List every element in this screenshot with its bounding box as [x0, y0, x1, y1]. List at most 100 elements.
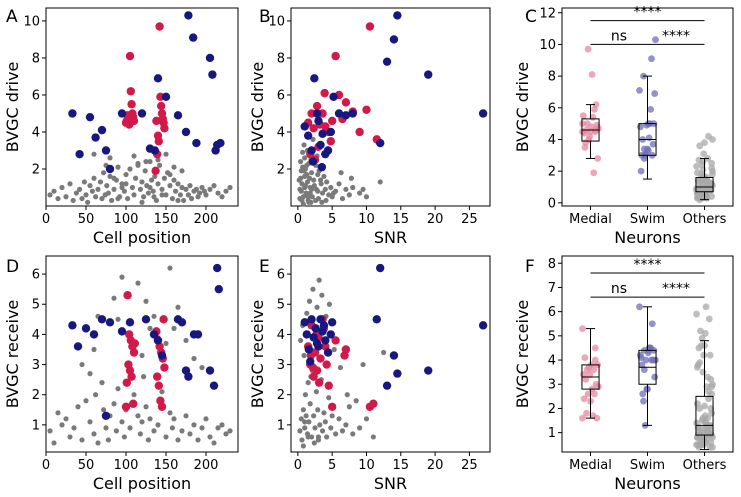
panel-a-point-others [187, 183, 193, 189]
panel-a-letter: A [6, 7, 18, 27]
panel-d-xtick-label: 50 [78, 458, 95, 473]
panel-d-point-others [191, 355, 197, 362]
panel-a-point-others [139, 199, 145, 205]
panel-b-point-others [348, 175, 354, 181]
panel-c-point-others [701, 139, 708, 147]
panel-e-ytick-label: 6 [277, 268, 285, 283]
panel-b-point-medial [309, 124, 318, 133]
panel-a-point-others [63, 194, 69, 200]
panel-a-point-others [163, 192, 169, 198]
panel-d-frame [45, 255, 239, 453]
panel-a-point-others [70, 197, 76, 204]
panel-a-point-others [141, 194, 147, 200]
panel-e-point-others [343, 422, 349, 428]
panel-f-point-others [701, 402, 708, 410]
panel-c-ytick-label: 12 [539, 6, 556, 21]
panel-c-ytick-label: 2 [548, 165, 556, 180]
panel-e-point-others [353, 398, 359, 404]
panel-e-xtick-label: 25 [461, 458, 478, 473]
panel-b-point-others [308, 170, 315, 176]
panel-b-point-others [302, 155, 308, 161]
panel-a-point-others [179, 184, 185, 191]
panel-b-point-others [330, 190, 337, 196]
panel-a-point-others [59, 184, 65, 191]
panel-d-ytick-label: 3 [32, 358, 40, 373]
panel-b-point-others [307, 190, 313, 196]
panel-a-point-others [83, 192, 89, 198]
panel-a-point-others [91, 151, 97, 157]
panel-b-frame [290, 7, 491, 207]
panel-d-point-swim [214, 284, 223, 294]
panel-d-point-others [163, 434, 169, 440]
panel-b-point-others [300, 149, 306, 155]
panel-c-point-swim [643, 121, 651, 129]
panel-c-point-medial [594, 155, 602, 162]
panel-b-point-medial [362, 105, 371, 114]
panel-e-point-others [304, 310, 310, 316]
panel-a-point-others [152, 173, 158, 179]
panel-e-xtick-label: 5 [328, 458, 336, 473]
panel-a-point-others [129, 184, 135, 191]
panel-e-point-others [303, 413, 309, 419]
panel-b-xtick-label: 5 [328, 212, 336, 227]
panel-d-xtick-label: 100 [114, 458, 139, 473]
panel-f-point-others [696, 434, 704, 441]
panel-d-point-others [147, 416, 153, 422]
panel-b-point-others [324, 179, 330, 185]
panel-c-point-medial [591, 105, 598, 113]
panel-d-point-others [183, 413, 189, 419]
panel-c-point-swim [647, 105, 655, 113]
panel-c-point-swim [645, 134, 653, 142]
panel-d-point-others [115, 316, 121, 322]
panel-f-point-swim [648, 320, 656, 328]
panel-d-point-others [175, 304, 181, 310]
panel-c-point-swim [636, 86, 643, 94]
panel-a-point-others [159, 192, 165, 198]
panel-d-point-others [145, 437, 151, 443]
panel-e-point-others [311, 440, 317, 446]
panel-d-ytick-label: 1 [32, 418, 40, 433]
panel-a-point-medial [121, 118, 131, 127]
panel-d-point-others [199, 425, 205, 431]
panel-d-point-others [139, 419, 145, 425]
panel-a-point-swim [105, 164, 115, 174]
panel-b-ytick-label: 2 [277, 162, 285, 177]
panel-d-point-others [75, 404, 81, 410]
panel-c-point-swim [636, 123, 644, 131]
panel-a-point-others [107, 173, 113, 179]
panel-e-point-swim [382, 381, 392, 390]
panel-a-point-others [115, 164, 121, 170]
panel-c-point-medial [583, 120, 591, 128]
panel-b-point-swim [334, 109, 344, 118]
panel-c-category-label: Medial [569, 212, 612, 227]
panel-f-point-medial [591, 344, 599, 352]
panel-a-point-swim [181, 127, 191, 137]
panel-a-point-others [123, 171, 129, 178]
panel-d-point-others [111, 401, 117, 407]
panel-f-point-others [704, 414, 712, 422]
panel-d-point-swim [184, 372, 193, 381]
panel-d-point-others [67, 434, 73, 440]
panel-c-point-medial [584, 45, 592, 53]
panel-a-xtick-label: 150 [154, 212, 179, 227]
panel-d-point-others [195, 437, 201, 443]
panel-e-point-others [302, 425, 308, 431]
panel-f-point-swim [638, 361, 646, 369]
panel-e-point-swim [312, 339, 322, 348]
panel-e-point-others [321, 410, 327, 416]
panel-a-point-others [79, 195, 85, 202]
panel-c-sig-label: **** [634, 5, 662, 21]
panel-d-point-others [135, 280, 141, 286]
panel-e-point-others [316, 277, 322, 283]
panel-f-point-medial [582, 376, 590, 383]
panel-c-point-swim [637, 167, 645, 175]
panel-b-point-others [319, 190, 326, 196]
panel-a-point-others [125, 195, 131, 202]
panel-a-point-swim [101, 146, 111, 155]
panel-c-point-swim [651, 90, 659, 97]
panel-a-point-others [111, 175, 117, 181]
panel-c-ytick-label: 10 [539, 38, 556, 53]
panel-a-point-others [145, 190, 151, 196]
panel-d-point-swim [153, 336, 163, 345]
panel-e-point-others [298, 337, 304, 344]
